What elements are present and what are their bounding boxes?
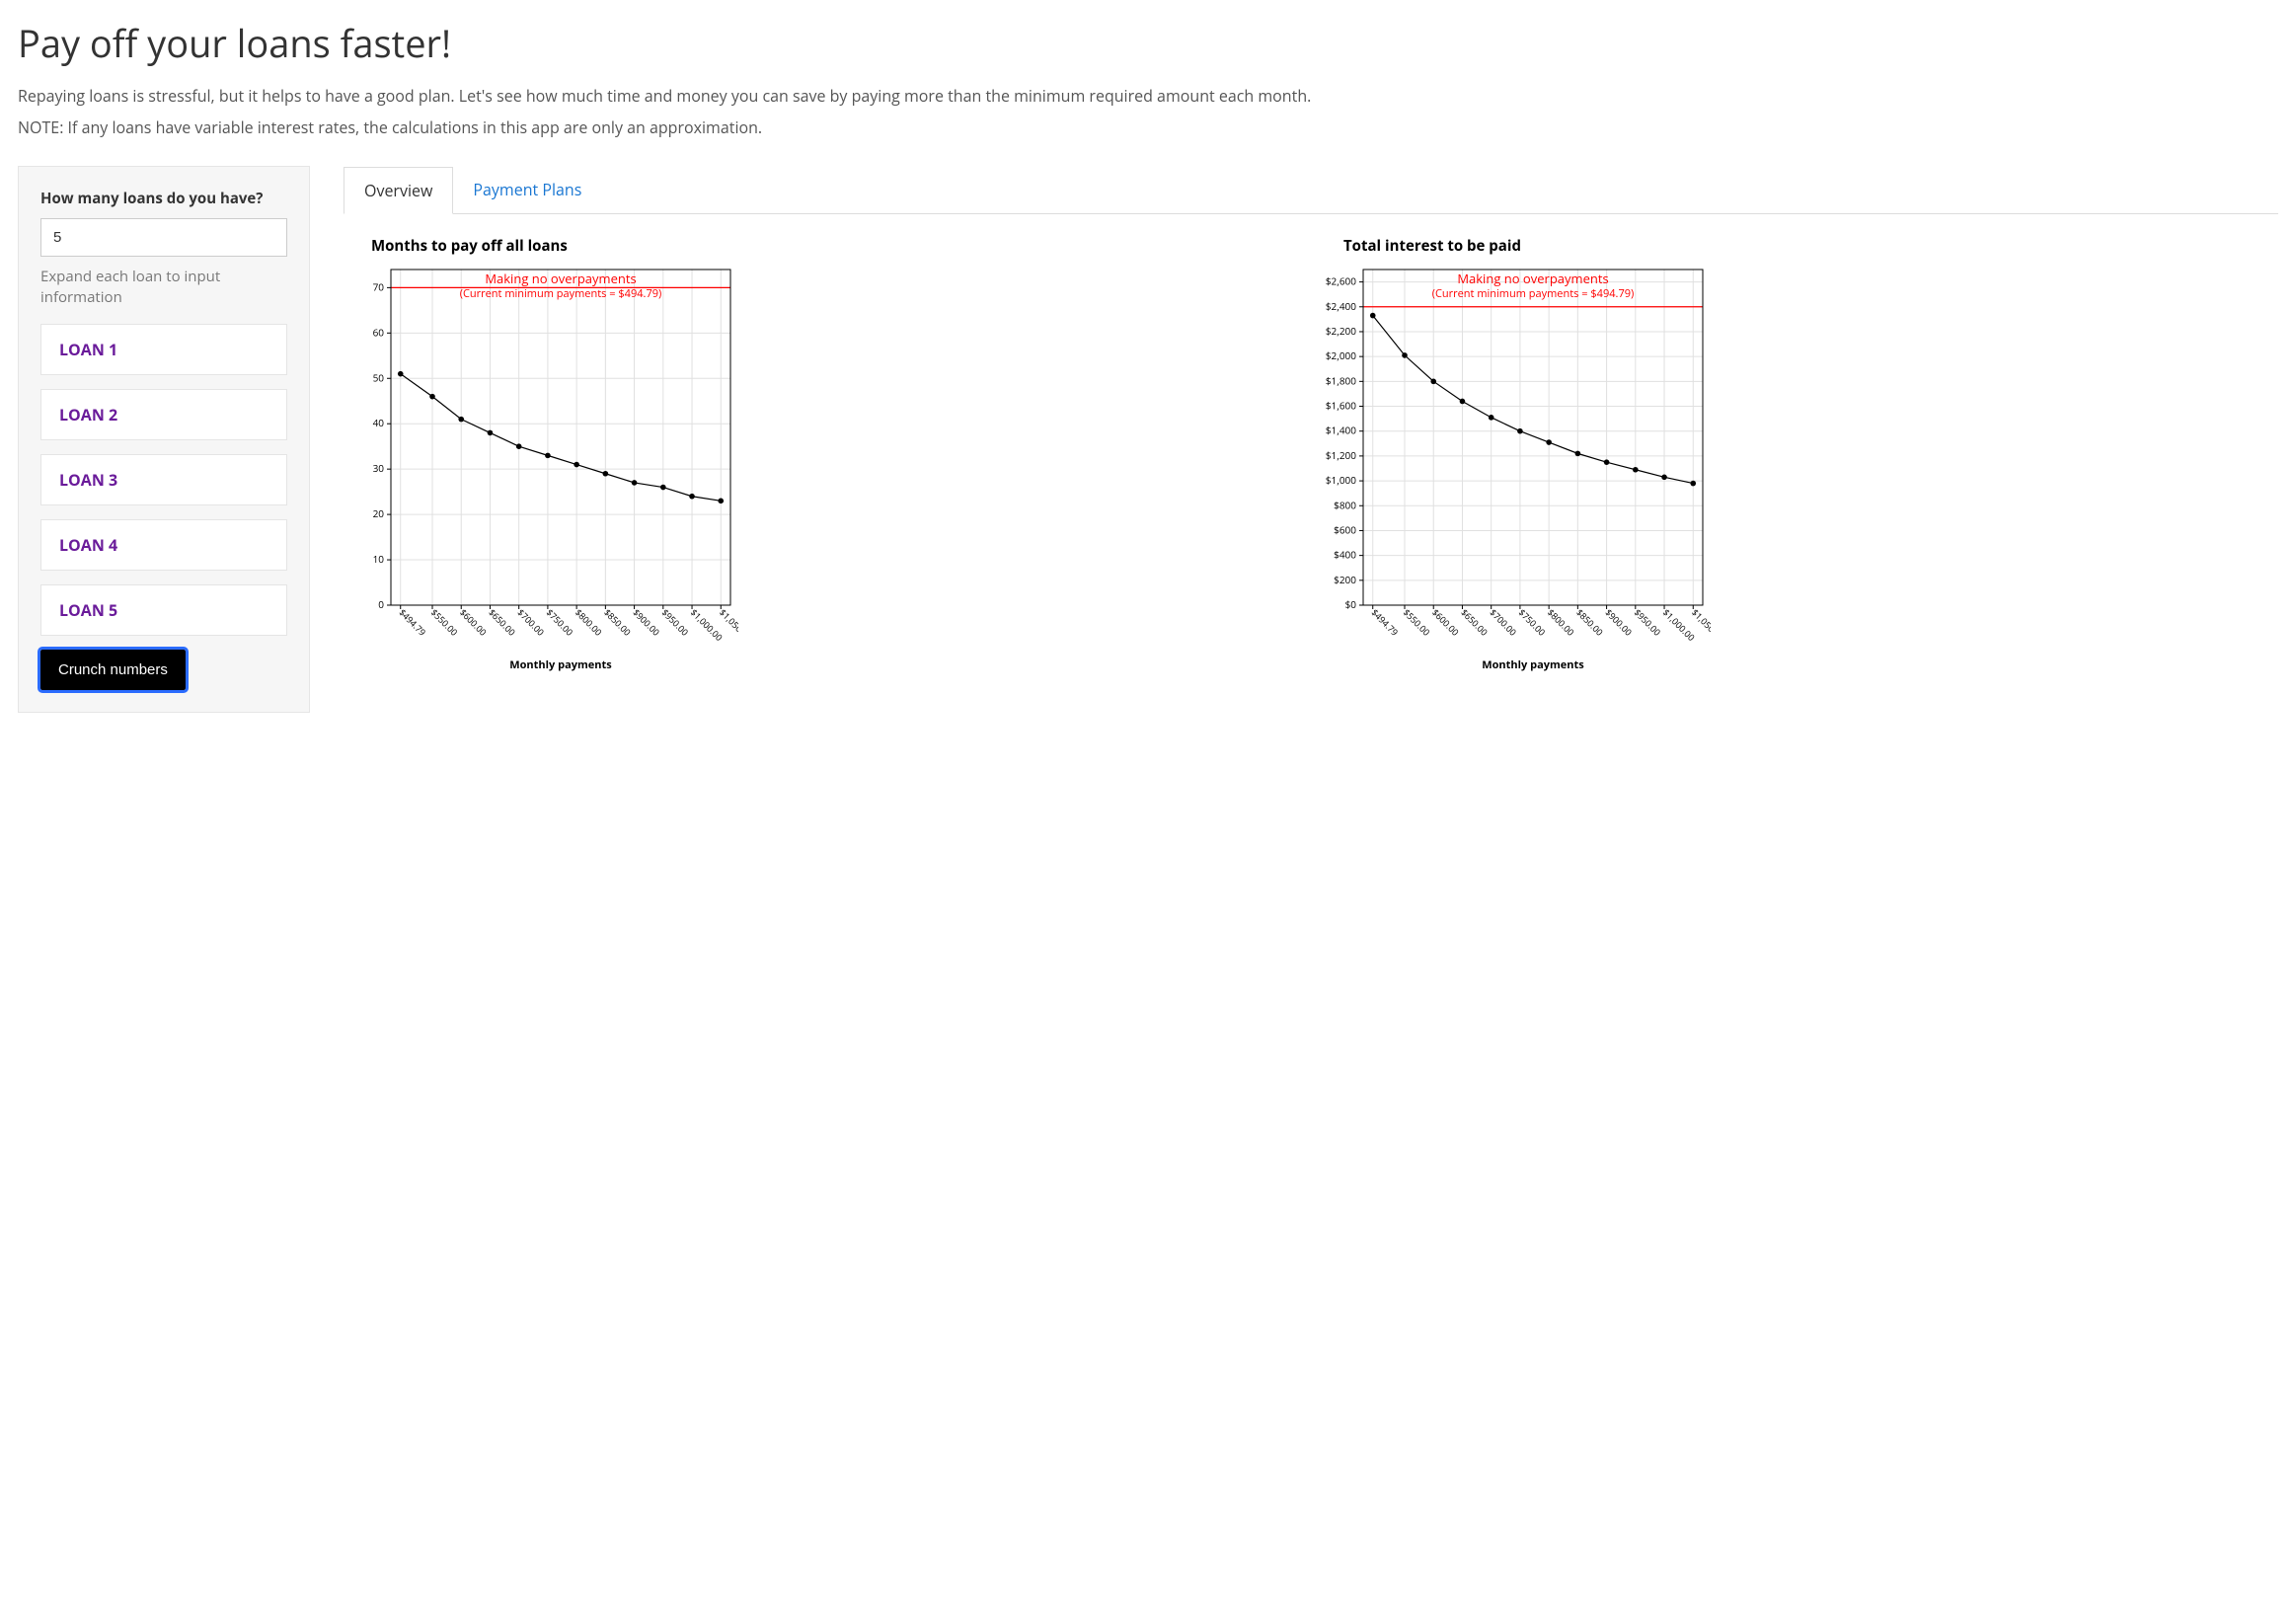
svg-text:$600.00: $600.00 [1429,606,1462,639]
months-chart-title: Months to pay off all loans [344,236,1306,256]
svg-text:$650.00: $650.00 [486,606,518,639]
svg-text:$850.00: $850.00 [601,606,634,639]
svg-text:$550.00: $550.00 [428,606,461,639]
svg-text:$494.79: $494.79 [397,606,429,639]
svg-text:$700.00: $700.00 [515,606,548,639]
loan-card-5[interactable]: LOAN 5 [40,584,287,636]
svg-text:$1,600: $1,600 [1326,399,1356,413]
svg-text:$200: $200 [1334,573,1356,586]
svg-text:$400: $400 [1334,548,1356,562]
crunch-numbers-button[interactable]: Crunch numbers [40,650,186,690]
page-note: NOTE: If any loans have variable interes… [18,116,2278,138]
svg-text:$950.00: $950.00 [659,606,692,639]
svg-text:0: 0 [378,597,384,611]
tabs: Overview Payment Plans [344,166,2278,214]
svg-text:$800: $800 [1334,498,1356,511]
loan-count-label: How many loans do you have? [40,189,287,208]
svg-text:20: 20 [373,506,385,520]
svg-text:Making no overpayments: Making no overpayments [485,270,636,287]
loan-card-2[interactable]: LOAN 2 [40,389,287,440]
svg-text:Monthly payments: Monthly payments [509,657,612,672]
svg-text:$800.00: $800.00 [573,606,605,639]
svg-text:$1,800: $1,800 [1326,373,1356,387]
svg-text:70: 70 [373,279,385,293]
page-description: Repaying loans is stressful, but it help… [18,85,2278,107]
interest-chart-title: Total interest to be paid [1316,236,2278,256]
svg-text:$1,000: $1,000 [1326,473,1356,487]
svg-text:$950.00: $950.00 [1632,606,1664,639]
svg-text:60: 60 [373,325,385,339]
months-chart: Making no overpayments(Current minimum p… [344,260,738,674]
svg-text:$650.00: $650.00 [1458,606,1491,639]
interest-chart-container: Total interest to be paid Making no over… [1316,236,2278,674]
svg-text:$2,000: $2,000 [1326,348,1356,362]
tab-overview[interactable]: Overview [344,167,453,214]
svg-text:(Current minimum payments = $4: (Current minimum payments = $494.79) [1432,286,1635,301]
svg-text:40: 40 [373,416,385,429]
svg-text:$900.00: $900.00 [1602,606,1635,639]
sidebar-hint: Expand each loan to input information [40,267,287,308]
sidebar: How many loans do you have? Expand each … [18,166,310,713]
tab-payment-plans[interactable]: Payment Plans [453,167,601,214]
page-title: Pay off your loans faster! [18,18,2278,69]
svg-text:30: 30 [373,461,385,475]
svg-text:$1,200: $1,200 [1326,448,1356,462]
svg-text:Making no overpayments: Making no overpayments [1457,270,1608,287]
svg-text:$550.00: $550.00 [1401,606,1433,639]
svg-text:$2,600: $2,600 [1326,274,1356,288]
svg-text:$900.00: $900.00 [630,606,662,639]
loan-card-1[interactable]: LOAN 1 [40,324,287,375]
svg-text:$494.79: $494.79 [1369,606,1402,639]
svg-text:Monthly payments: Monthly payments [1482,657,1584,672]
main-content: Overview Payment Plans Months to pay off… [344,166,2278,713]
loan-card-4[interactable]: LOAN 4 [40,519,287,571]
svg-text:$600.00: $600.00 [457,606,490,639]
svg-text:$850.00: $850.00 [1573,606,1606,639]
svg-text:$1,400: $1,400 [1326,424,1356,437]
svg-text:$750.00: $750.00 [544,606,576,639]
svg-text:$0: $0 [1345,597,1357,611]
svg-text:$750.00: $750.00 [1516,606,1549,639]
svg-text:(Current minimum payments = $4: (Current minimum payments = $494.79) [460,286,662,301]
interest-chart: Making no overpayments(Current minimum p… [1316,260,1711,674]
svg-text:$2,400: $2,400 [1326,299,1356,313]
loan-count-input[interactable] [40,218,287,257]
svg-text:$800.00: $800.00 [1545,606,1577,639]
svg-text:$600: $600 [1334,522,1356,536]
svg-text:10: 10 [373,552,385,566]
loan-card-3[interactable]: LOAN 3 [40,454,287,505]
months-chart-container: Months to pay off all loans Making no ov… [344,236,1306,674]
svg-text:$2,200: $2,200 [1326,324,1356,338]
svg-text:50: 50 [373,370,385,384]
svg-text:$700.00: $700.00 [1488,606,1520,639]
